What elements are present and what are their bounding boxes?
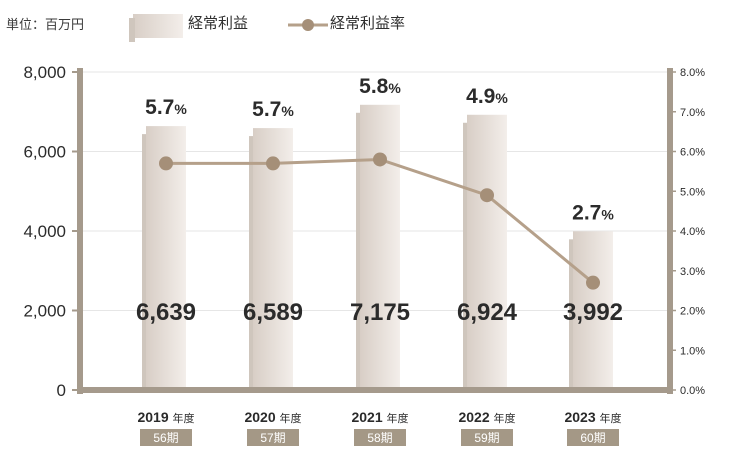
left-axis-tick-label: 6,000 bbox=[23, 143, 66, 162]
right-axis-tick-label: 7.0% bbox=[680, 107, 705, 119]
bar-2022 bbox=[467, 114, 507, 390]
legend-line-marker bbox=[302, 19, 314, 31]
margin-value-label: 5.8% bbox=[359, 75, 401, 98]
right-axis-tick-label: 5.0% bbox=[680, 186, 705, 198]
right-axis-tick-label: 8.0% bbox=[680, 67, 705, 79]
right-axis-tick-label: 1.0% bbox=[680, 345, 705, 357]
left-axis-tick-label: 8,000 bbox=[23, 63, 66, 82]
x-category-label: 2021 年度 bbox=[351, 409, 408, 425]
margin-marker-2021 bbox=[373, 152, 387, 167]
margin-marker-2022 bbox=[480, 188, 494, 203]
unit-label: 単位：百万円 bbox=[6, 18, 85, 33]
x-category-label: 2019 年度 bbox=[137, 409, 194, 425]
period-badge bbox=[354, 429, 406, 446]
bar-shadow bbox=[142, 134, 148, 390]
bar-value-label: 6,639 bbox=[136, 299, 196, 326]
bar-shadow bbox=[569, 239, 575, 390]
period-badge-label: 56期 bbox=[153, 431, 178, 445]
right-axis-tick-label: 0.0% bbox=[680, 385, 705, 397]
legend-line-label: 経常利益率 bbox=[330, 14, 406, 32]
bar-2023 bbox=[573, 231, 613, 390]
period-badge-label: 58期 bbox=[367, 431, 392, 445]
margin-marker-2020 bbox=[266, 156, 280, 171]
x-category-label: 2022 年度 bbox=[458, 409, 515, 425]
bar-value-label: 6,589 bbox=[243, 299, 303, 326]
left-axis-tick-label: 0 bbox=[57, 381, 66, 400]
period-badge-label: 60期 bbox=[580, 431, 605, 445]
bar-value-label: 7,175 bbox=[350, 299, 410, 326]
left-axis-tick-label: 4,000 bbox=[23, 222, 66, 241]
period-badge-label: 57期 bbox=[260, 431, 285, 445]
bar-shadow bbox=[463, 122, 469, 390]
legend-bar-swatch-shadow bbox=[129, 18, 135, 42]
margin-value-label: 4.9% bbox=[466, 85, 508, 108]
left-axis-tick-label: 2,000 bbox=[23, 302, 66, 321]
period-badge bbox=[567, 429, 619, 446]
bar-shadow bbox=[356, 112, 362, 390]
right-axis-tick-label: 6.0% bbox=[680, 147, 705, 159]
margin-value-label: 5.7% bbox=[145, 96, 187, 119]
legend-bar-swatch bbox=[133, 14, 183, 38]
period-badge bbox=[247, 429, 299, 446]
margin-marker-2023 bbox=[586, 275, 600, 290]
margin-value-label: 5.7% bbox=[252, 98, 294, 121]
x-category-label: 2023 年度 bbox=[564, 409, 621, 425]
right-axis-tick-label: 2.0% bbox=[680, 306, 705, 318]
legend-bar-label: 経常利益 bbox=[188, 14, 249, 32]
period-badge bbox=[140, 429, 192, 446]
bar-value-label: 3,992 bbox=[563, 299, 623, 326]
right-axis-tick-label: 4.0% bbox=[680, 226, 705, 238]
period-badge-label: 59期 bbox=[474, 431, 499, 445]
x-category-label: 2020 年度 bbox=[244, 409, 301, 425]
right-axis-tick-label: 3.0% bbox=[680, 266, 705, 278]
margin-marker-2019 bbox=[159, 156, 173, 171]
bar-2021 bbox=[360, 104, 400, 390]
period-badge bbox=[461, 429, 513, 446]
margin-value-label: 2.7% bbox=[572, 201, 614, 224]
bar-2020 bbox=[253, 128, 293, 390]
bar-shadow bbox=[249, 136, 255, 390]
bar-value-label: 6,924 bbox=[457, 299, 518, 326]
